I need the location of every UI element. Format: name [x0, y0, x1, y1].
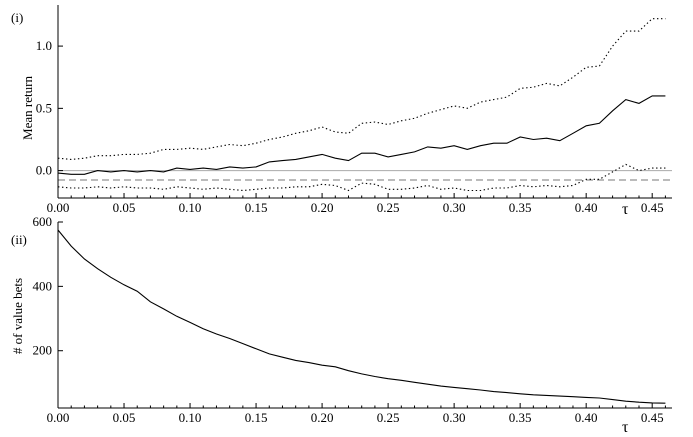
- panel-0-x-tick-label: 0.00: [47, 200, 70, 215]
- panel-1-x-tick-label: 0.20: [311, 410, 334, 425]
- panel-1-x-tick-label: 0.00: [47, 410, 70, 425]
- panel-0-x-tick-label: 0.10: [179, 200, 202, 215]
- panel-1-x-tick-label: 0.40: [575, 410, 598, 425]
- panel-1-x-tick-label: 0.30: [443, 410, 466, 425]
- panel-1-x-tick-label: 0.15: [245, 410, 268, 425]
- panel-1-x-tick-label: 0.10: [179, 410, 202, 425]
- panel-value-bets: (ii) # of value bets τ 0.00 0.05 0.10 0.15 0…: [10, 214, 672, 436]
- panel-0-x-tick-label: 0.15: [245, 200, 268, 215]
- panel-0-y-tick-label: 0.0: [36, 163, 52, 178]
- panel-0-y-tick-label: 0.5: [36, 100, 52, 115]
- panel-0-series-line-2: [57, 163, 666, 192]
- panel-1-y-tick-label: 200: [33, 343, 53, 358]
- x-axis-label-tau: τ: [622, 201, 629, 218]
- panel-1-y-tick-label: 400: [33, 278, 53, 293]
- panel-1-x-tick-label: 0.35: [509, 410, 532, 425]
- y-axis-label-mean-return: Mean return: [20, 76, 35, 140]
- panel-0-x-tick-label: 0.25: [377, 200, 400, 215]
- panel-0-series-line-0: [57, 95, 666, 175]
- panel-label-i: (i): [11, 10, 23, 25]
- panel-1-x-tick-label: 0.45: [641, 410, 664, 425]
- panel-1-series-line-0: [57, 229, 666, 404]
- panel-1-x-tick-label: 0.25: [377, 410, 400, 425]
- panel-1-y-tick-label: 600: [33, 214, 53, 229]
- panel-label-ii: (ii): [11, 232, 27, 247]
- panel-0-y-tick-label: 1.0: [36, 38, 52, 53]
- panel-0-x-tick-label: 0.20: [311, 200, 334, 215]
- panel-mean-return: (i) Mean return τ 0.00 0.05 0.10 0.15 0.20 0.…: [11, 5, 672, 218]
- panel-0-x-tick-label: 0.45: [641, 200, 664, 215]
- panel-0-series-line-1: [57, 18, 666, 160]
- panel-1-x-tick-label: 0.05: [113, 410, 136, 425]
- y-axis-label-value-bets: # of value bets: [10, 278, 25, 354]
- panel-0-x-tick-label: 0.40: [575, 200, 598, 215]
- panel-0-x-tick-label: 0.05: [113, 200, 136, 215]
- x-axis-label-tau-lower: τ: [622, 419, 629, 436]
- panel-0-x-tick-label: 0.30: [443, 200, 466, 215]
- panel-0-x-tick-label: 0.35: [509, 200, 532, 215]
